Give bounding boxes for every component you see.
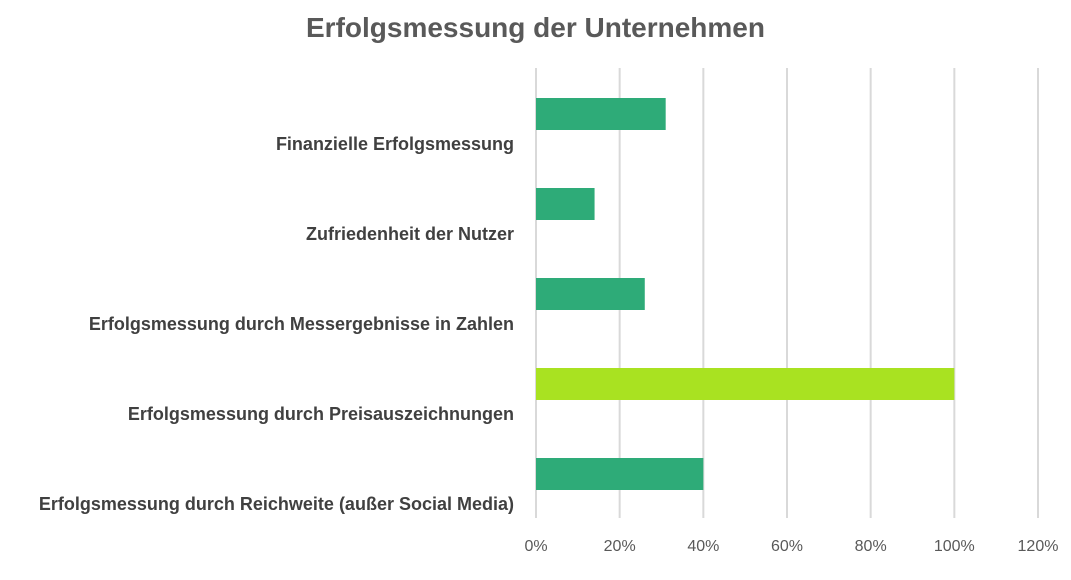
x-tick-label: 20% [604, 538, 636, 555]
x-tick-labels: 0% 20% 40% 60% 80% 100% 120% [524, 538, 1058, 555]
x-tick-label: 120% [1018, 538, 1059, 555]
category-label: Erfolgsmessung durch Preisauszeichnungen [128, 404, 514, 424]
chart-title: Erfolgsmessung der Unternehmen [306, 12, 765, 43]
bar [536, 278, 645, 310]
x-tick-label: 40% [687, 538, 719, 555]
category-label: Erfolgsmessung durch Messergebnisse in Z… [89, 314, 514, 334]
bars [536, 98, 955, 490]
category-labels: Finanzielle Erfolgsmessung Zufriedenheit … [39, 134, 514, 514]
bar [536, 368, 955, 400]
x-tick-label: 60% [771, 538, 803, 555]
x-tick-label: 100% [934, 538, 975, 555]
bar [536, 458, 704, 490]
category-label: Zufriedenheit der Nutzer [306, 224, 514, 244]
category-label: Finanzielle Erfolgsmessung [276, 134, 514, 154]
bar [536, 98, 666, 130]
x-tick-label: 80% [855, 538, 887, 555]
category-label: Erfolgsmessung durch Reichweite (außer S… [39, 494, 514, 514]
x-tick-label: 0% [524, 538, 547, 555]
bar [536, 188, 595, 220]
